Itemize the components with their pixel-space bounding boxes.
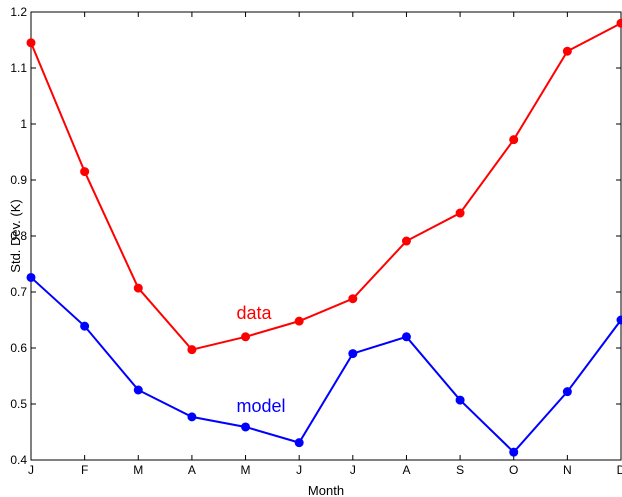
x-tick-label: D: [617, 463, 622, 477]
data-point-data: [80, 167, 90, 177]
data-point-data: [133, 283, 143, 293]
data-point-model: [133, 385, 143, 395]
data-point-model: [294, 438, 304, 448]
y-tick-label: 1.1: [10, 61, 27, 75]
y-tick-label: 0.5: [10, 397, 27, 411]
x-tick-label: F: [81, 463, 88, 477]
data-point-model: [348, 349, 358, 359]
data-point-data: [187, 345, 197, 355]
y-axis-ticks: 0.4 0.5 0.6 0.7 0.8 0.9 1 1.1 1.2: [10, 5, 621, 467]
x-tick-label: S: [456, 463, 464, 477]
data-point-data: [562, 46, 572, 56]
data-point-model: [80, 321, 90, 331]
x-axis-label: Month: [308, 483, 344, 497]
data-point-model: [562, 387, 572, 397]
x-tick-label: J: [296, 463, 302, 477]
x-tick-label: N: [563, 463, 572, 477]
x-tick-label: A: [188, 463, 196, 477]
series-label-model: model: [236, 396, 285, 416]
data-point-model: [401, 332, 411, 342]
data-point-data: [294, 316, 304, 326]
data-point-data: [241, 332, 251, 342]
plot-area-frame: [30, 11, 622, 461]
y-tick-label: 0.8: [10, 229, 27, 243]
data-point-model: [241, 422, 251, 432]
series-layer: data model: [26, 18, 622, 457]
data-point-data: [616, 18, 622, 28]
series-label-data: data: [236, 303, 272, 323]
data-point-model: [455, 395, 465, 405]
x-tick-label: J: [28, 463, 34, 477]
y-tick-label: 0.9: [10, 173, 27, 187]
y-axis-label: Std. Dev. (K): [8, 199, 23, 272]
y-tick-label: 1.2: [10, 5, 27, 19]
y-tick-label: 0.6: [10, 341, 27, 355]
x-tick-label: A: [402, 463, 410, 477]
x-tick-label: J: [350, 463, 356, 477]
y-tick-label: 1: [20, 117, 27, 131]
series-line-data: [30, 22, 622, 351]
data-point-model: [509, 447, 519, 457]
x-tick-label: O: [509, 463, 518, 477]
data-point-data: [455, 208, 465, 218]
data-point-data: [26, 38, 36, 48]
data-point-model: [26, 272, 36, 282]
x-tick-label: M: [241, 463, 251, 477]
series-line-model: [30, 276, 622, 454]
data-point-model: [616, 315, 622, 325]
y-tick-label: 0.4: [10, 453, 27, 467]
y-tick-label: 0.7: [10, 285, 27, 299]
data-point-data: [509, 135, 519, 145]
data-point-data: [348, 294, 358, 304]
data-point-model: [187, 412, 197, 422]
x-tick-label: M: [133, 463, 143, 477]
data-point-data: [401, 236, 411, 246]
